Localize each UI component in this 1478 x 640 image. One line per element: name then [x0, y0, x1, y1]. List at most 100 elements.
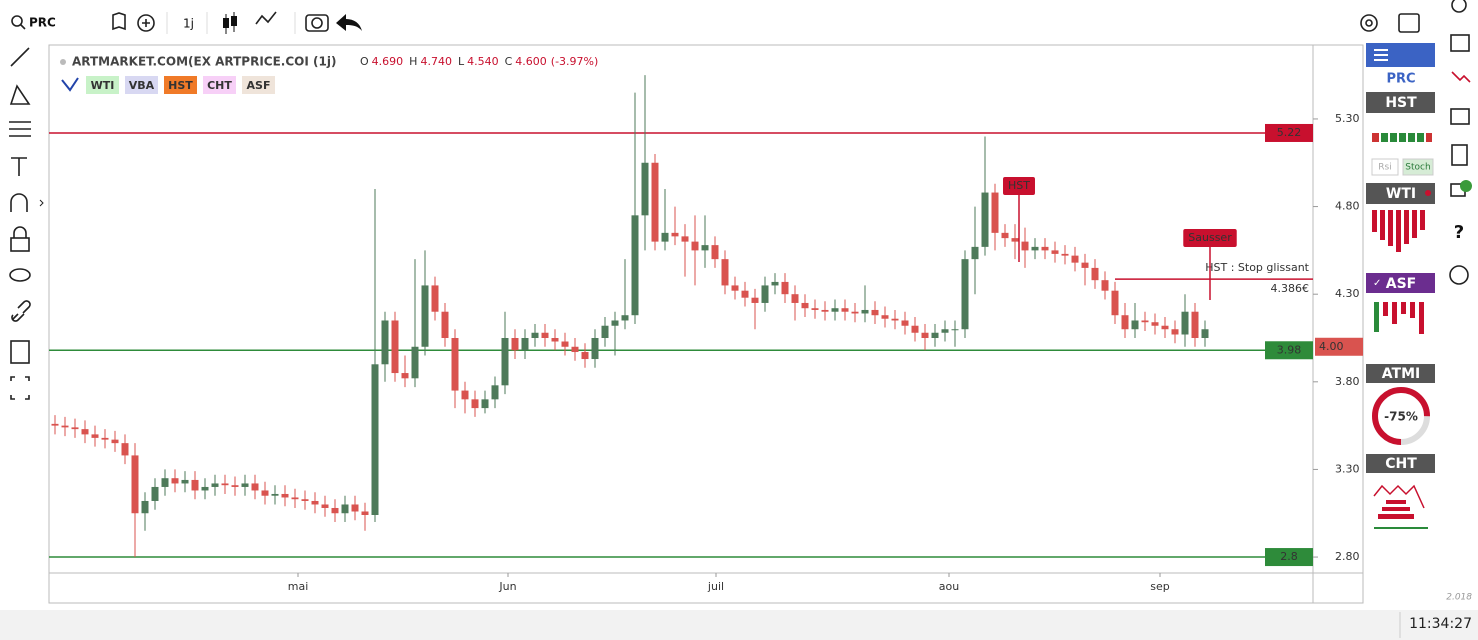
candle-body [271, 493, 279, 496]
candle-body [1151, 322, 1159, 326]
lock-tool[interactable] [10, 237, 30, 252]
last-price-box [1315, 337, 1363, 356]
signal-label: Sausser [1188, 231, 1232, 244]
quote-key: L [458, 55, 465, 68]
candle-body [1081, 262, 1089, 268]
list-icon[interactable] [1451, 144, 1468, 166]
candle-body [691, 241, 699, 251]
new-window-icon[interactable] [1450, 34, 1470, 52]
undo-icon[interactable] [336, 14, 362, 31]
candle-body [911, 325, 919, 333]
candle-body [1041, 246, 1049, 251]
alerts-badge [1460, 180, 1472, 192]
bookmark-icon[interactable] [112, 12, 126, 31]
wti-bars [1372, 210, 1425, 252]
candle-body [781, 281, 789, 295]
quote-value: 4.690 [372, 55, 404, 68]
gauge-label: -75% [1384, 410, 1418, 424]
settings-icon[interactable] [1360, 14, 1378, 32]
candle-body [331, 507, 339, 514]
block-header[interactable] [1366, 273, 1435, 293]
link-tool[interactable] [11, 300, 31, 322]
candle-body [1121, 315, 1129, 330]
candle-body [381, 320, 389, 365]
level-label: 3.98 [1277, 343, 1302, 356]
candle-body [231, 485, 239, 487]
alert-dot [1425, 190, 1431, 196]
candle-body [141, 500, 149, 514]
candle-body [101, 437, 109, 440]
candle-body [1071, 255, 1079, 263]
block-header[interactable] [1366, 364, 1435, 383]
status-bar [0, 610, 1478, 640]
quote-value: 4.740 [420, 55, 452, 68]
camera-icon[interactable] [305, 14, 329, 32]
text-tool[interactable] [11, 157, 27, 176]
indicator-icon[interactable] [255, 11, 277, 25]
quote: O 4.690 H 4.740 L 4.540 C 4.600 (-3.97%) [360, 55, 598, 68]
tab[interactable] [1402, 158, 1434, 176]
candle-body [811, 308, 819, 310]
magnet-tool[interactable] [10, 193, 28, 212]
candle-body [1031, 246, 1039, 251]
panel-symbol: PRC [1386, 72, 1415, 87]
eye-tool[interactable] [9, 268, 31, 282]
candle-body [91, 434, 99, 438]
block-header[interactable] [1366, 92, 1435, 113]
search-icon[interactable] [11, 15, 23, 27]
candle-body [1161, 325, 1169, 330]
candle-body [81, 429, 89, 435]
symbol[interactable]: PRC [29, 16, 56, 30]
zoom-tool[interactable] [10, 376, 30, 400]
candle-body [511, 338, 519, 351]
line-tool[interactable] [10, 47, 30, 67]
right-panel: PRC HST Rsi Stoch WTI ✓ ASF ATMI -75% CH… [1366, 43, 1435, 529]
quote-value: 4.540 [467, 55, 499, 68]
candle-body [61, 425, 69, 428]
menu-icon [1374, 49, 1388, 61]
triangle-tool[interactable] [9, 84, 31, 105]
indicator-chip[interactable] [242, 76, 275, 94]
indicator-chips: WTI VBA HST CHT ASF [61, 76, 275, 94]
atmi-gauge: -75% [1372, 387, 1430, 445]
candle-body [681, 236, 689, 242]
indicator-chip[interactable] [164, 76, 197, 94]
fullscreen-icon[interactable] [1398, 13, 1420, 33]
add-icon[interactable] [137, 14, 155, 32]
candle-body [491, 385, 499, 400]
fib-tool[interactable] [9, 121, 31, 137]
trend-icon[interactable] [1451, 71, 1471, 83]
signal-box [1003, 177, 1035, 195]
candle-body [861, 309, 869, 314]
interval[interactable]: 1j [183, 17, 194, 31]
block-header[interactable] [1366, 454, 1435, 473]
candle-body [871, 309, 879, 316]
candle-body [971, 246, 979, 260]
x-tick-label: sep [1150, 580, 1169, 593]
gauge-arc [1372, 387, 1430, 445]
ai-icon[interactable] [1451, 0, 1467, 13]
indicator-chip[interactable] [86, 76, 119, 94]
calculator-tool[interactable] [10, 340, 30, 364]
block-header[interactable] [1366, 183, 1435, 204]
block-title: WTI [1386, 186, 1416, 202]
candle-body [1091, 267, 1099, 281]
indicator-chip[interactable] [125, 76, 158, 94]
asf-bars [1374, 302, 1424, 334]
candle-body [341, 504, 349, 514]
candle-body [1201, 329, 1209, 339]
tab[interactable] [1371, 158, 1399, 176]
candle-body [571, 346, 579, 353]
quote-key: O [360, 55, 369, 68]
indicator-chip[interactable] [203, 76, 236, 94]
refresh-icon[interactable] [1449, 265, 1469, 285]
portfolio-icon[interactable] [1450, 108, 1470, 125]
candle-body [981, 192, 989, 247]
candle-body [601, 325, 609, 339]
tab-label: Stoch [1405, 163, 1430, 173]
expand-arrow[interactable] [39, 199, 44, 207]
candle-body [1021, 241, 1029, 251]
candle-body [631, 215, 639, 316]
help-icon[interactable]: ? [1454, 222, 1464, 243]
